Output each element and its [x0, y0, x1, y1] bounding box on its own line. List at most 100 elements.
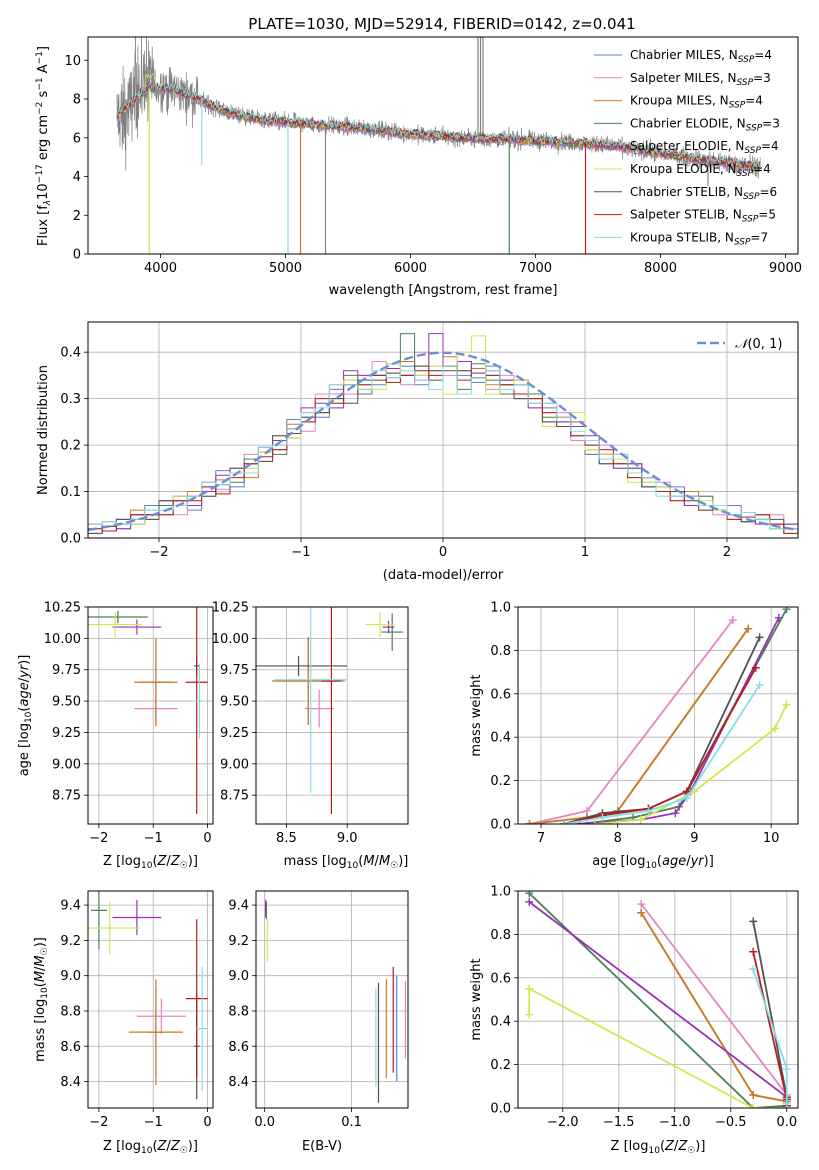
- y-tick-label: 0.1: [60, 485, 81, 500]
- x-tick-label: 2: [723, 545, 731, 560]
- legend-label: Kroupa STELIB, NSSP=7: [630, 230, 768, 247]
- x-axis-label: E(B-V): [302, 1139, 342, 1154]
- y-tick-label: 0.2: [490, 1058, 511, 1073]
- x-tick-label: −1: [291, 545, 310, 560]
- x-tick-label: 5000: [269, 261, 302, 276]
- axes-frame: [87, 321, 799, 539]
- y-tick-label: 9.75: [52, 663, 81, 678]
- weight-marker: [755, 681, 764, 690]
- x-tick-label: 0: [439, 545, 447, 560]
- legend-label: 𝒩(0, 1): [735, 337, 782, 352]
- legend-label: Kroupa MILES, NSSP=4: [630, 94, 763, 111]
- x-tick-label: 7: [537, 831, 545, 846]
- y-tick-label: 0.6: [490, 971, 511, 986]
- x-axis-label: Z [log10(Z/Z☉)]: [611, 1139, 706, 1156]
- y-tick-label: 8.8: [60, 1004, 81, 1019]
- x-axis-label: Z [log10(Z/Z☉)]: [103, 854, 198, 871]
- x-tick-label: −2: [89, 1115, 108, 1130]
- panel-age_vs_mass: 8.5 9.0 8.75 9.00 9.25 9.50 9.75 10.00 10.25 mass…: [212, 601, 409, 871]
- legend-label: Chabrier MILES, NSSP=4: [630, 48, 772, 65]
- legend-label: Salpeter ELODIE, NSSP=4: [630, 139, 779, 156]
- figure-title: PLATE=1030, MJD=52914, FIBERID=0142, z=0…: [248, 15, 635, 33]
- x-tick-label: 4000: [144, 261, 177, 276]
- y-tick-label: 9.0: [228, 969, 249, 984]
- x-tick-label: 8: [614, 831, 622, 846]
- weight-marker: [525, 984, 534, 993]
- y-tick-label: 0.6: [490, 687, 511, 702]
- weight-marker: [671, 809, 680, 818]
- y-axis-label: mass weight: [469, 958, 484, 1040]
- y-tick-label: 8.4: [60, 1075, 81, 1090]
- y-tick-label: 9.25: [220, 726, 249, 741]
- y-tick-label: 4: [73, 170, 81, 185]
- weight-marker: [637, 908, 646, 917]
- weight-marker: [560, 820, 569, 824]
- x-tick-label: 8.5: [276, 831, 297, 846]
- weight-marker: [590, 820, 599, 824]
- weight-line: [579, 617, 780, 824]
- plot-area-ebv: [256, 891, 408, 1108]
- x-tick-label: 1: [581, 545, 589, 560]
- x-tick-label: −1.0: [659, 1115, 691, 1130]
- y-tick-label: 9.50: [220, 695, 249, 710]
- y-tick-label: 0.2: [490, 774, 511, 789]
- weight-marker: [525, 1010, 534, 1019]
- legend-label: Chabrier STELIB, NSSP=6: [630, 185, 777, 202]
- x-tick-label: 7000: [519, 261, 552, 276]
- weight-line: [640, 903, 788, 1096]
- axes-frame: [255, 606, 409, 825]
- weight-line: [752, 951, 788, 1106]
- model-spectrum: [116, 82, 761, 169]
- y-tick-label: 9.50: [52, 695, 81, 710]
- plot-area-spectrum: [116, 37, 761, 254]
- y-tick-label: 2: [73, 209, 81, 224]
- y-tick-label: 1.0: [490, 601, 511, 616]
- panel-weight_vs_Z: −2.0 −1.5 −1.0 −0.5 0.0 0.0 0.2 0.4 0.6 0.8 1.0 Z […: [469, 885, 799, 1156]
- y-tick-label: 8.6: [60, 1040, 81, 1055]
- weight-marker: [636, 815, 645, 824]
- y-tick-label: 6: [73, 131, 81, 146]
- x-tick-label: 8000: [644, 261, 677, 276]
- weight-line: [529, 628, 749, 824]
- normal-curve: [88, 351, 798, 532]
- weight-marker: [749, 1104, 758, 1108]
- y-tick-label: 10: [64, 54, 81, 69]
- x-tick-label: −2: [89, 831, 108, 846]
- y-tick-label: 10.00: [44, 632, 81, 647]
- plot-area-mass_vs_Z: [88, 891, 213, 1108]
- weight-marker: [774, 613, 783, 622]
- panel-residuals: −2 −1 0 1 2 0.0 0.1 0.2 0.3 0.4 𝒩(0, 1) (data-model…: [36, 321, 799, 583]
- residual-histogram: [88, 365, 798, 538]
- panel-mass_vs_Z: −2 −1 0 8.4 8.6 8.8 9.0 9.2 9.4 Z [log10(Z/Z☉)] ma…: [33, 890, 214, 1156]
- axes-frame: [87, 606, 214, 825]
- weight-marker: [755, 633, 764, 642]
- y-tick-label: 0.4: [60, 346, 81, 361]
- weight-marker: [782, 700, 791, 709]
- y-tick-label: 8.75: [220, 789, 249, 804]
- weight-marker: [749, 947, 758, 956]
- y-tick-label: 0.2: [60, 439, 81, 454]
- y-tick-label: 0.8: [490, 644, 511, 659]
- panel-age_vs_Z: −2 −1 0 8.75 9.00 9.25 9.50 9.75 10.00 10.25 Z [lo…: [17, 601, 214, 871]
- x-axis-label: age [log10(age/yr)]: [592, 854, 714, 871]
- axes-frame: [517, 606, 799, 825]
- x-tick-label: 0.1: [341, 1115, 362, 1130]
- x-axis-label: (data-model)/error: [383, 568, 504, 583]
- x-tick-label: −2: [149, 545, 168, 560]
- x-tick-label: −1: [144, 1115, 163, 1130]
- y-axis-label: mass weight: [469, 674, 484, 756]
- plot-area-weight_vs_Z: [518, 891, 798, 1108]
- x-tick-label: −1.5: [603, 1115, 635, 1130]
- weight-marker: [782, 607, 791, 614]
- legend-label: Salpeter STELIB, NSSP=5: [630, 208, 776, 225]
- x-tick-label: 9000: [769, 261, 802, 276]
- y-tick-label: 9.75: [220, 663, 249, 678]
- legend-label: Kroupa ELODIE, NSSP=4: [630, 162, 771, 179]
- y-tick-label: 8.8: [228, 1004, 249, 1019]
- y-tick-label: 9.2: [228, 934, 249, 949]
- weight-marker: [782, 1064, 791, 1073]
- weight-line: [528, 987, 787, 1108]
- y-tick-label: 0.0: [490, 818, 511, 833]
- weight-marker: [751, 663, 760, 672]
